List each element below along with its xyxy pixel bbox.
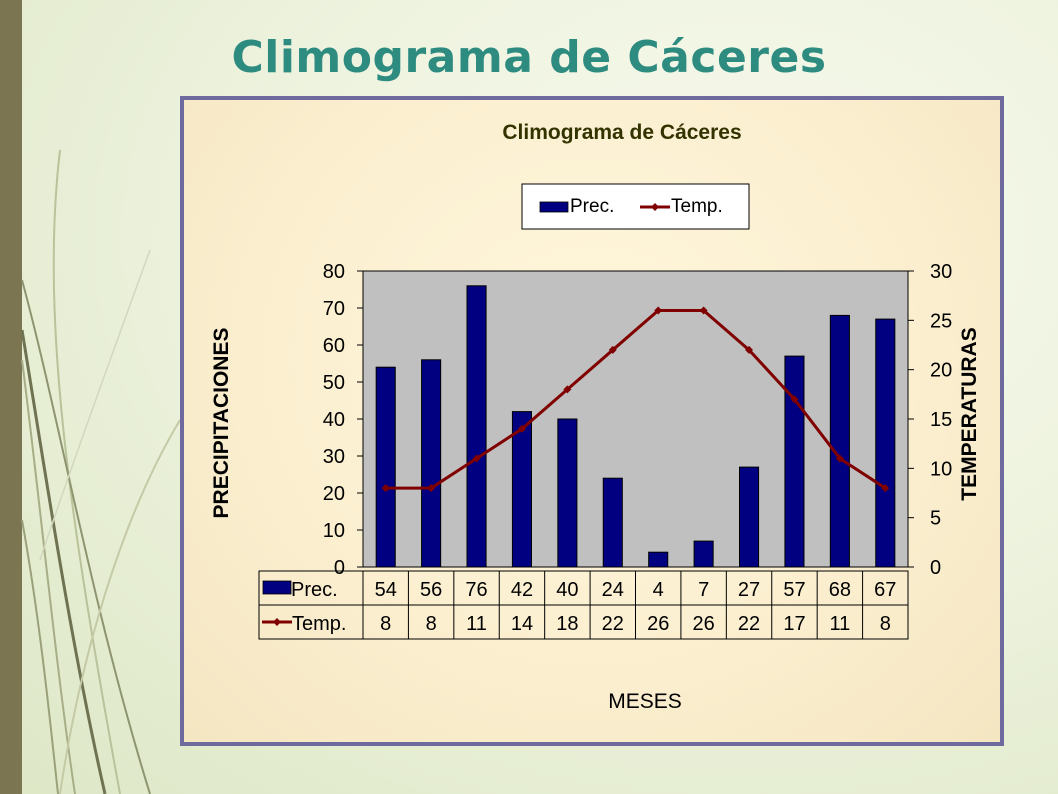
prec-bar (739, 466, 760, 568)
table-cell-prec: 57 (783, 579, 805, 601)
table-cell-prec: 76 (465, 579, 487, 601)
temp-point (745, 345, 754, 354)
prec-bar (829, 314, 850, 568)
prec-bar (375, 366, 396, 568)
temp-point (881, 484, 890, 493)
table-cell-prec: 27 (738, 579, 760, 601)
temp-point (427, 484, 436, 493)
y-axis-title: PRECIPITACIONES (210, 328, 233, 519)
table-cell-prec: 42 (511, 579, 533, 601)
temp-line (385, 308, 887, 490)
table-cell-temp: 8 (426, 613, 437, 635)
y-tick-label: 60 (323, 335, 345, 357)
y-tick-label: 30 (323, 446, 345, 468)
legend-label-prec: Prec. (570, 196, 614, 217)
table-cell-temp: 11 (466, 613, 487, 635)
decorative-grass (20, 149, 181, 794)
table-cell-prec: 24 (602, 579, 624, 601)
table-row-header-temp: Temp. (292, 613, 346, 635)
table-cell-temp: 22 (602, 613, 624, 635)
table-cell-temp: 26 (647, 613, 669, 635)
prec-bar (693, 540, 714, 568)
prec-bar (421, 359, 442, 568)
y2-axis-title: TEMPERATURAS (958, 327, 981, 500)
table-cell-temp: 8 (380, 613, 391, 635)
table-cell-prec: 54 (375, 579, 397, 601)
slide-title: Climograma de Cáceres (231, 32, 827, 83)
prec-bar (466, 285, 487, 568)
side-bar (0, 0, 22, 794)
y-tick-label: 10 (323, 520, 345, 542)
y2-tick-label: 5 (930, 508, 941, 530)
table-cell-prec: 4 (653, 579, 664, 601)
legend-label-temp: Temp. (671, 196, 723, 217)
prec-bar (648, 551, 669, 568)
table-row-header-prec: Prec. (291, 579, 338, 601)
chart-panel: Climograma de Cáceres Prec. Temp. 0 10 20 30 40… (180, 96, 1004, 746)
table-cell-temp: 14 (511, 613, 533, 635)
temp-point (699, 306, 708, 315)
table-cell-temp: 8 (880, 613, 891, 635)
y-tick-label: 40 (323, 409, 345, 431)
table-cell-temp: 11 (829, 613, 850, 635)
y2-tick-label: 25 (930, 310, 952, 332)
temp-point (835, 454, 844, 463)
y2-tick-label: 0 (930, 557, 941, 579)
x-axis-title: MESES (608, 690, 682, 713)
y2-tick-label: 15 (930, 409, 952, 431)
prec-bar (602, 477, 623, 568)
temp-point (563, 385, 572, 394)
legend-marker-temp (651, 203, 659, 211)
y-tick-label: 80 (323, 261, 345, 283)
table-cell-temp: 26 (693, 613, 715, 635)
y-tick-label: 20 (323, 483, 345, 505)
table-cell-prec: 68 (829, 579, 851, 601)
temp-point (472, 454, 481, 463)
temp-point (517, 424, 526, 433)
table-cell-temp: 18 (556, 613, 578, 635)
y2-tick-label: 20 (930, 360, 952, 382)
prec-bar (875, 318, 896, 568)
plot-area (362, 270, 909, 568)
legend-swatch-prec (539, 201, 569, 213)
table-cell-prec: 67 (874, 579, 896, 601)
y2-tick-label: 10 (930, 458, 952, 480)
y-tick-label: 0 (334, 557, 345, 579)
table-cell-prec: 56 (420, 579, 442, 601)
table-cell-temp: 17 (783, 613, 805, 635)
table-cell-prec: 7 (698, 579, 709, 601)
table-key-temp-marker (273, 618, 281, 626)
temp-point (608, 345, 617, 354)
temp-point (790, 395, 799, 404)
prec-bar (511, 411, 532, 568)
temp-point (381, 484, 390, 493)
table-cell-prec: 40 (556, 579, 578, 601)
table-cell-temp: 22 (738, 613, 760, 635)
prec-bar (784, 355, 805, 568)
table-key-prec (262, 580, 292, 595)
prec-bar (557, 418, 578, 568)
y-tick-label: 50 (323, 372, 345, 394)
temp-point (654, 306, 663, 315)
y2-tick-label: 30 (930, 261, 952, 283)
y-tick-label: 70 (323, 298, 345, 320)
chart-title: Climograma de Cáceres (502, 121, 741, 144)
